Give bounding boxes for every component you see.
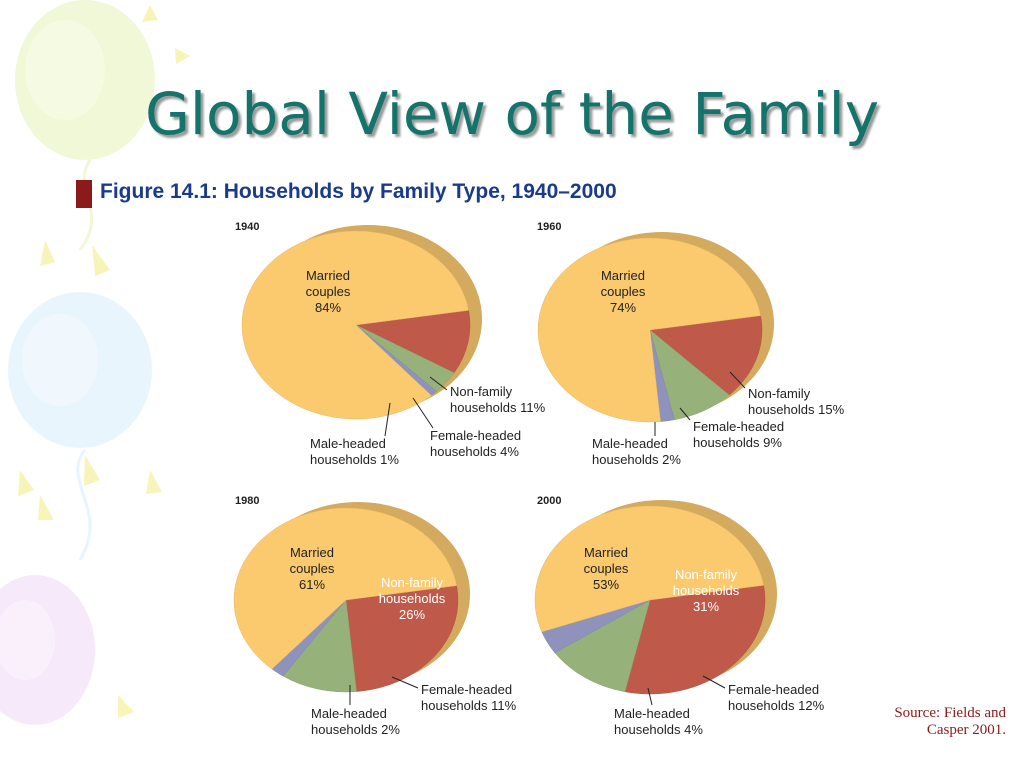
slice-label-line-1980-male-0: Male-headed [311, 706, 387, 721]
slice-label-line-1960-female-1: households 9% [693, 435, 782, 450]
slide-title: Global View of the Family [144, 80, 880, 148]
slice-label-line-1980-female-0: Female-headed [421, 682, 512, 697]
year-label-1980: 1980 [235, 495, 259, 507]
slice-label-2000-male: Male-headed households 4% [614, 706, 703, 737]
slice-label-line-2000-married-0: Married [584, 545, 628, 560]
slice-label-line-1940-male-0: Male-headed [310, 436, 386, 451]
slice-label-line-1980-married-1: couples [290, 561, 335, 576]
balloon-decoration-green [15, 0, 155, 251]
slice-label-line-1980-married-0: Married [290, 545, 334, 560]
slice-label-line-1960-married-1: couples [601, 284, 646, 299]
slice-label-line-1940-male-1: households 1% [310, 452, 399, 467]
slice-label-line-2000-married-1: couples [584, 561, 629, 576]
pie-slice-1940-married [241, 230, 469, 420]
slice-label-1940-married: Married couples 84% [306, 268, 351, 315]
slice-label-line-1940-female-0: Female-headed [430, 428, 521, 443]
slice-label-line-1960-nonfamily-0: Non-family [748, 386, 811, 401]
balloon-decoration-purple [0, 575, 95, 725]
slice-label-line-1940-female-1: households 4% [430, 444, 519, 459]
slice-label-line-1940-nonfamily-0: Non-family [450, 384, 513, 399]
leader-line-1940-nonfamily [429, 376, 448, 391]
figure-caption: Figure 14.1: Households by Family Type, … [100, 180, 617, 203]
slice-label-1980-female: Female-headed households 11% [421, 682, 517, 713]
slice-label-line-1960-married-2: 74% [610, 300, 636, 315]
pie-slice-1960-married [537, 237, 761, 423]
bullet-marker [76, 180, 92, 208]
slice-label-line-1980-nonfamily-1: households [379, 591, 446, 606]
slice-label-line-1960-nonfamily-1: households 15% [748, 402, 845, 417]
slice-label-line-1960-female-0: Female-headed [693, 419, 784, 434]
pie-slice-1940-nonfamily [355, 310, 471, 374]
slice-label-1980-male: Male-headed households 2% [311, 706, 400, 737]
slice-label-1960-female: Female-headed households 9% [693, 419, 784, 450]
pie-slice-2000-nonfamily [624, 585, 766, 695]
pie-slice-2000-female [554, 599, 651, 693]
pie-slice-1980-female [282, 599, 357, 693]
slice-label-line-1940-married-1: couples [306, 284, 351, 299]
pie-slice-2000-married [534, 505, 764, 633]
slice-label-line-1960-male-0: Male-headed [592, 436, 668, 451]
slice-label-1960-married: Married couples 74% [601, 268, 646, 315]
slice-label-1940-male: Male-headed households 1% [310, 436, 399, 467]
leader-line-2000-female [702, 675, 726, 689]
confetti-decoration [18, 5, 190, 718]
pie-slice-1980-nonfamily [345, 585, 459, 692]
slice-label-1940-female: Female-headed households 4% [430, 428, 521, 459]
slice-label-2000-female: Female-headed households 12% [728, 682, 825, 713]
slice-label-line-1940-nonfamily-1: households 11% [450, 400, 546, 415]
slice-label-line-2000-male-0: Male-headed [614, 706, 690, 721]
slice-label-line-2000-female-0: Female-headed [728, 682, 819, 697]
slice-label-1980-nonfamily: Non-family households 26% [379, 575, 446, 622]
slice-label-line-2000-nonfamily-1: households [673, 583, 740, 598]
slice-label-line-1940-married-2: 84% [315, 300, 341, 315]
slice-label-line-1960-married-0: Married [601, 268, 645, 283]
leader-line-1940-male [384, 402, 391, 437]
source-citation: Source: Fields and Casper 2001. [894, 705, 1006, 739]
slice-label-line-1940-married-0: Married [306, 268, 350, 283]
year-label-2000: 2000 [537, 495, 561, 507]
leader-line-1940-female [412, 397, 434, 429]
balloon-decoration-blue [8, 292, 152, 561]
leader-line-2000-male [647, 687, 653, 706]
source-line-1: Source: Fields and [894, 705, 1006, 721]
year-label-1940: 1940 [235, 221, 259, 233]
slice-label-line-2000-male-1: households 4% [614, 722, 703, 737]
slice-label-line-2000-nonfamily-2: 31% [693, 599, 719, 614]
slice-label-line-1980-nonfamily-0: Non-family [381, 575, 444, 590]
slice-label-line-1960-male-1: households 2% [592, 452, 681, 467]
slice-label-line-2000-married-2: 53% [593, 577, 619, 592]
leader-line-1960-nonfamily [729, 371, 746, 389]
slice-label-1960-male: Male-headed households 2% [592, 436, 681, 467]
pie-slice-1980-married [233, 507, 457, 670]
year-label-1960: 1960 [537, 221, 561, 233]
leader-line-1980-female [391, 676, 419, 689]
slice-label-line-2000-female-1: households 12% [728, 698, 825, 713]
slice-label-1940-nonfamily: Non-family households 11% [450, 384, 546, 415]
source-line-2: Casper 2001. [926, 722, 1006, 738]
slice-label-line-2000-nonfamily-0: Non-family [675, 567, 738, 582]
pie-slice-1960-nonfamily [649, 315, 763, 396]
slice-label-line-1980-male-1: households 2% [311, 722, 400, 737]
slice-label-2000-nonfamily: Non-family households 31% [673, 567, 740, 614]
slice-label-2000-married: Married couples 53% [584, 545, 629, 592]
slice-label-1960-nonfamily: Non-family households 15% [748, 386, 845, 417]
slice-label-1980-married: Married couples 61% [290, 545, 335, 592]
slice-label-line-1980-female-1: households 11% [421, 698, 517, 713]
leader-line-1960-female [679, 407, 691, 421]
slice-label-line-1980-married-2: 61% [299, 577, 325, 592]
slice-label-line-1980-nonfamily-2: 26% [399, 607, 425, 622]
